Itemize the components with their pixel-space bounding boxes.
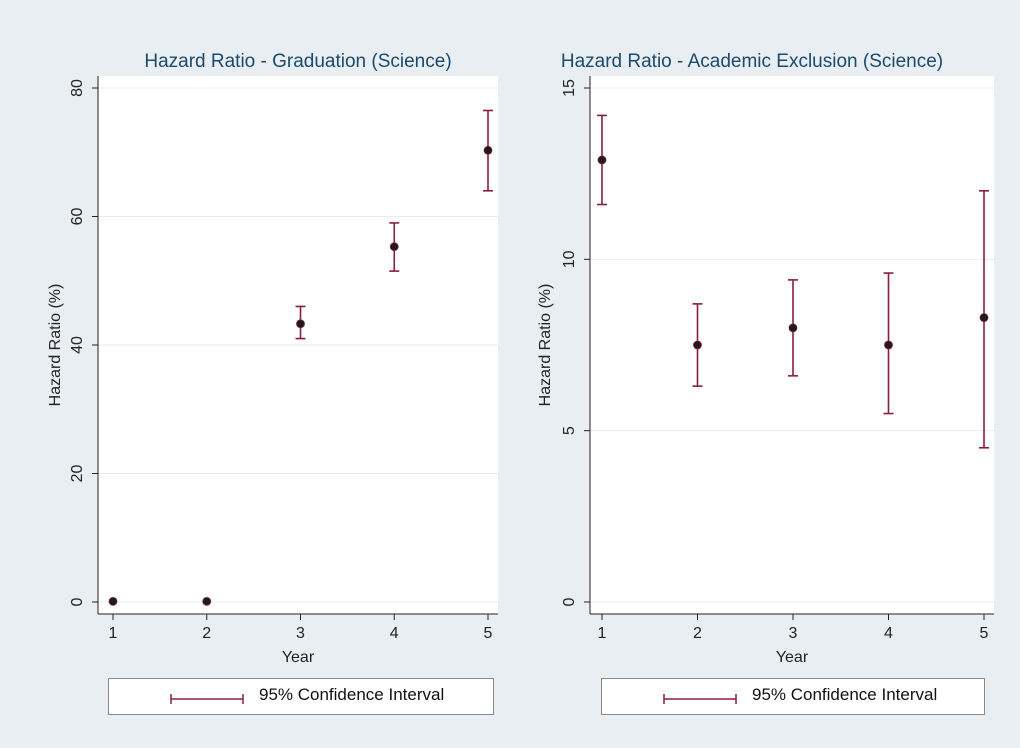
- y-axis-label: Hazard Ratio (%): [537, 284, 554, 407]
- data-point: [483, 145, 493, 155]
- x-axis-label: Year: [776, 649, 809, 666]
- x-tick-label: 4: [390, 625, 399, 642]
- chart-title: Hazard Ratio - Graduation (Science): [144, 51, 451, 72]
- x-tick-label: 2: [693, 625, 702, 642]
- y-tick-label: 60: [69, 208, 86, 226]
- data-point: [788, 323, 798, 333]
- data-point: [597, 155, 607, 165]
- x-tick-label: 3: [789, 625, 798, 642]
- data-point: [979, 313, 989, 322]
- y-tick-label: 20: [69, 465, 86, 483]
- x-axis-label: Year: [282, 649, 315, 666]
- plot-area: [590, 76, 994, 614]
- legend-label: 95% Confidence Interval: [752, 685, 938, 704]
- data-point: [389, 242, 399, 252]
- data-point: [884, 340, 893, 350]
- data-point: [108, 596, 118, 606]
- y-tick-label: 15: [561, 79, 578, 97]
- y-tick-label: 0: [561, 597, 578, 606]
- legend-ci-key-icon: [663, 694, 737, 704]
- x-tick-label: 5: [980, 625, 989, 642]
- y-tick-label: 80: [69, 79, 86, 97]
- x-tick-label: 3: [296, 625, 305, 642]
- legend-label: 95% Confidence Interval: [259, 685, 445, 704]
- legend-graduation: 95% Confidence Interval: [108, 678, 494, 715]
- x-tick-label: 5: [484, 625, 493, 642]
- x-tick-label: 4: [884, 625, 893, 642]
- data-point: [202, 596, 212, 606]
- x-tick-label: 1: [598, 625, 607, 642]
- y-tick-label: 10: [561, 250, 578, 268]
- y-tick-label: 5: [561, 426, 578, 435]
- legend-exclusion: 95% Confidence Interval: [601, 678, 985, 715]
- y-axis-label: Hazard Ratio (%): [47, 284, 64, 407]
- x-tick-label: 2: [202, 625, 211, 642]
- data-point: [693, 340, 702, 350]
- legend-ci-key-icon: [170, 694, 244, 704]
- x-tick-label: 1: [109, 625, 118, 642]
- chart-title: Hazard Ratio - Academic Exclusion (Scien…: [561, 51, 943, 72]
- y-tick-label: 0: [69, 597, 86, 606]
- data-point: [296, 319, 305, 329]
- y-tick-label: 40: [69, 336, 86, 354]
